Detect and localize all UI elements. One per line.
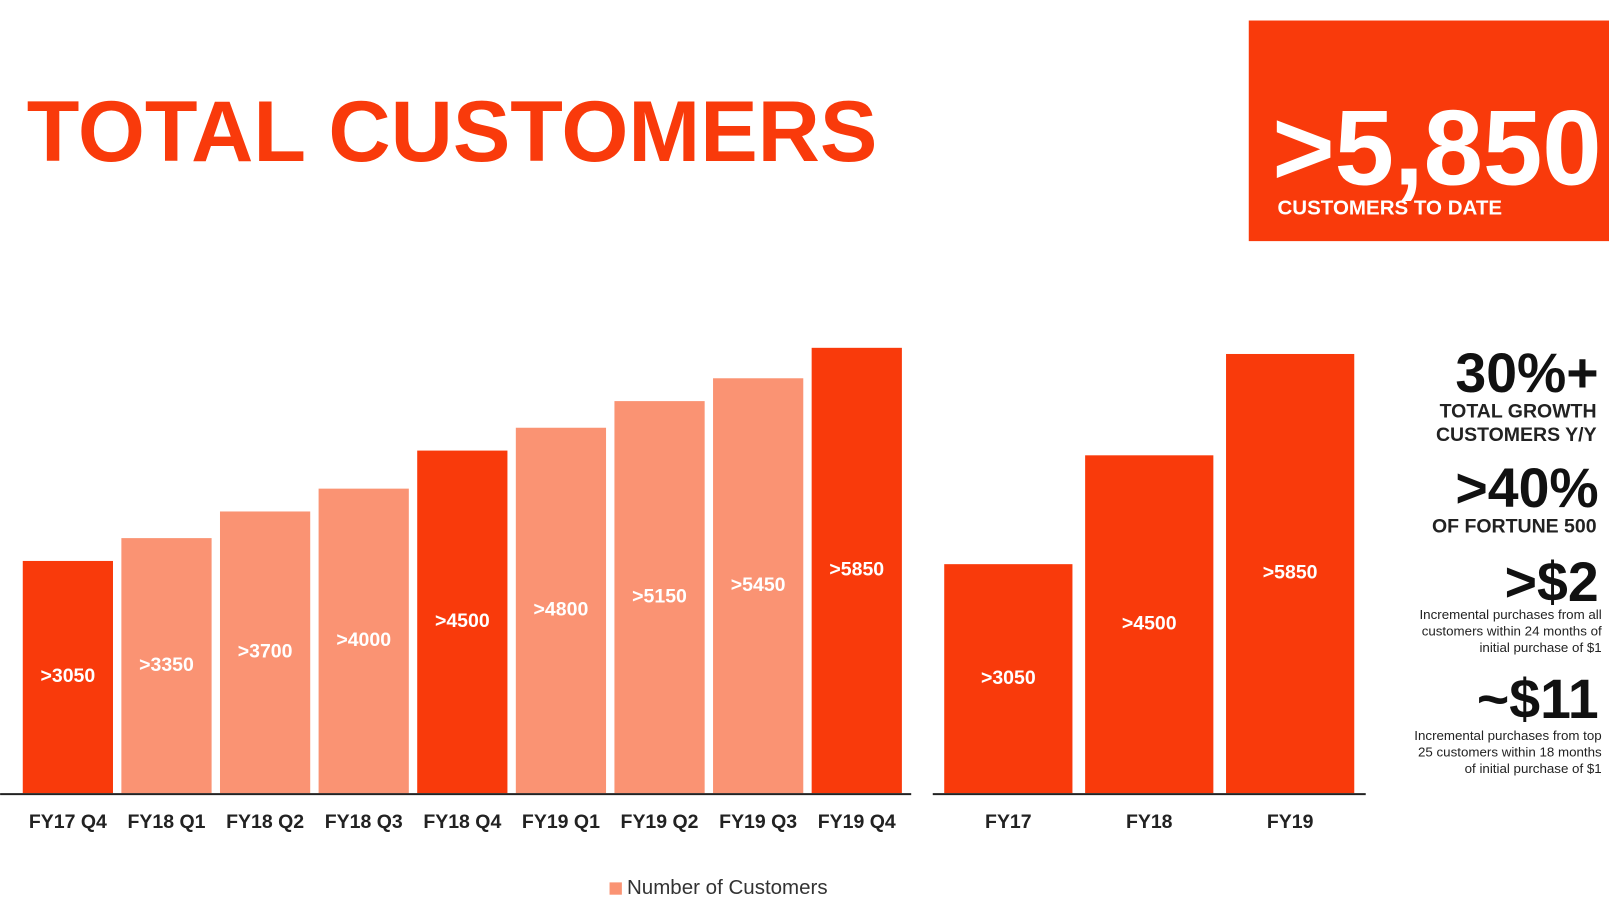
x-tick-label: FY19 — [1267, 811, 1314, 833]
x-tick-label: FY18 Q3 — [325, 811, 403, 833]
stat-value: 30%+ — [1455, 342, 1598, 404]
legend-swatch — [609, 882, 622, 895]
value-label: >3050 — [41, 665, 96, 687]
stat-value: >$2 — [1505, 551, 1599, 613]
x-tick-label: FY17 Q4 — [29, 811, 107, 833]
stat-text: Incremental purchases from top — [1414, 728, 1601, 743]
bar — [1226, 353, 1355, 794]
x-tick-label: FY18 Q2 — [226, 811, 304, 833]
value-label: >5150 — [632, 585, 687, 607]
value-label: >4500 — [1122, 612, 1177, 634]
x-tick-label: FY19 Q3 — [719, 811, 797, 833]
value-label: >3350 — [139, 654, 194, 676]
x-tick-label: FY18 Q4 — [423, 811, 501, 833]
bar — [515, 427, 607, 794]
bar — [944, 564, 1073, 794]
title: TOTAL CUSTOMERS — [27, 84, 878, 180]
stat-text: of initial purchase of $1 — [1465, 761, 1602, 776]
x-tick-label: FY19 Q4 — [818, 811, 896, 833]
value-label: >5850 — [1263, 562, 1318, 584]
stat-text: OF FORTUNE 500 — [1432, 516, 1597, 538]
x-tick-label: FY18 Q1 — [127, 811, 205, 833]
x-tick-label: FY17 — [985, 811, 1032, 833]
bar — [121, 538, 212, 794]
stat-text: Incremental purchases from all — [1419, 607, 1601, 622]
value-label: >4800 — [534, 599, 589, 621]
highlight-label: CUSTOMERS TO DATE — [1277, 196, 1502, 219]
value-label: >3050 — [981, 667, 1036, 689]
bar — [219, 511, 311, 794]
value-label: >4500 — [435, 610, 490, 632]
x-tick-label: FY19 Q1 — [522, 811, 600, 833]
bar — [22, 560, 113, 794]
value-label: >4000 — [336, 629, 391, 651]
bar — [1085, 455, 1214, 794]
bar — [417, 450, 508, 794]
stat-value: >40% — [1455, 457, 1598, 519]
x-tick-label: FY19 Q2 — [621, 811, 699, 833]
bar — [713, 378, 804, 794]
legend-label: Number of Customers — [627, 876, 828, 899]
stat-text: CUSTOMERS Y/Y — [1436, 424, 1597, 446]
x-tick-label: FY18 — [1126, 811, 1173, 833]
value-label: >5850 — [829, 559, 884, 581]
highlight-box — [1248, 20, 1609, 242]
stat-text: TOTAL GROWTH — [1440, 401, 1597, 423]
value-label: >3700 — [238, 640, 293, 662]
stat-text: initial purchase of $1 — [1479, 640, 1601, 655]
highlight-value: >5,850 — [1272, 88, 1601, 208]
bar — [614, 401, 705, 794]
bar — [318, 488, 409, 794]
stat-value: ~$11 — [1477, 668, 1599, 730]
bar — [811, 347, 902, 794]
stat-text: customers within 24 months of — [1422, 624, 1602, 639]
value-label: >5450 — [731, 574, 786, 596]
stat-text: 25 customers within 18 months — [1418, 745, 1602, 760]
